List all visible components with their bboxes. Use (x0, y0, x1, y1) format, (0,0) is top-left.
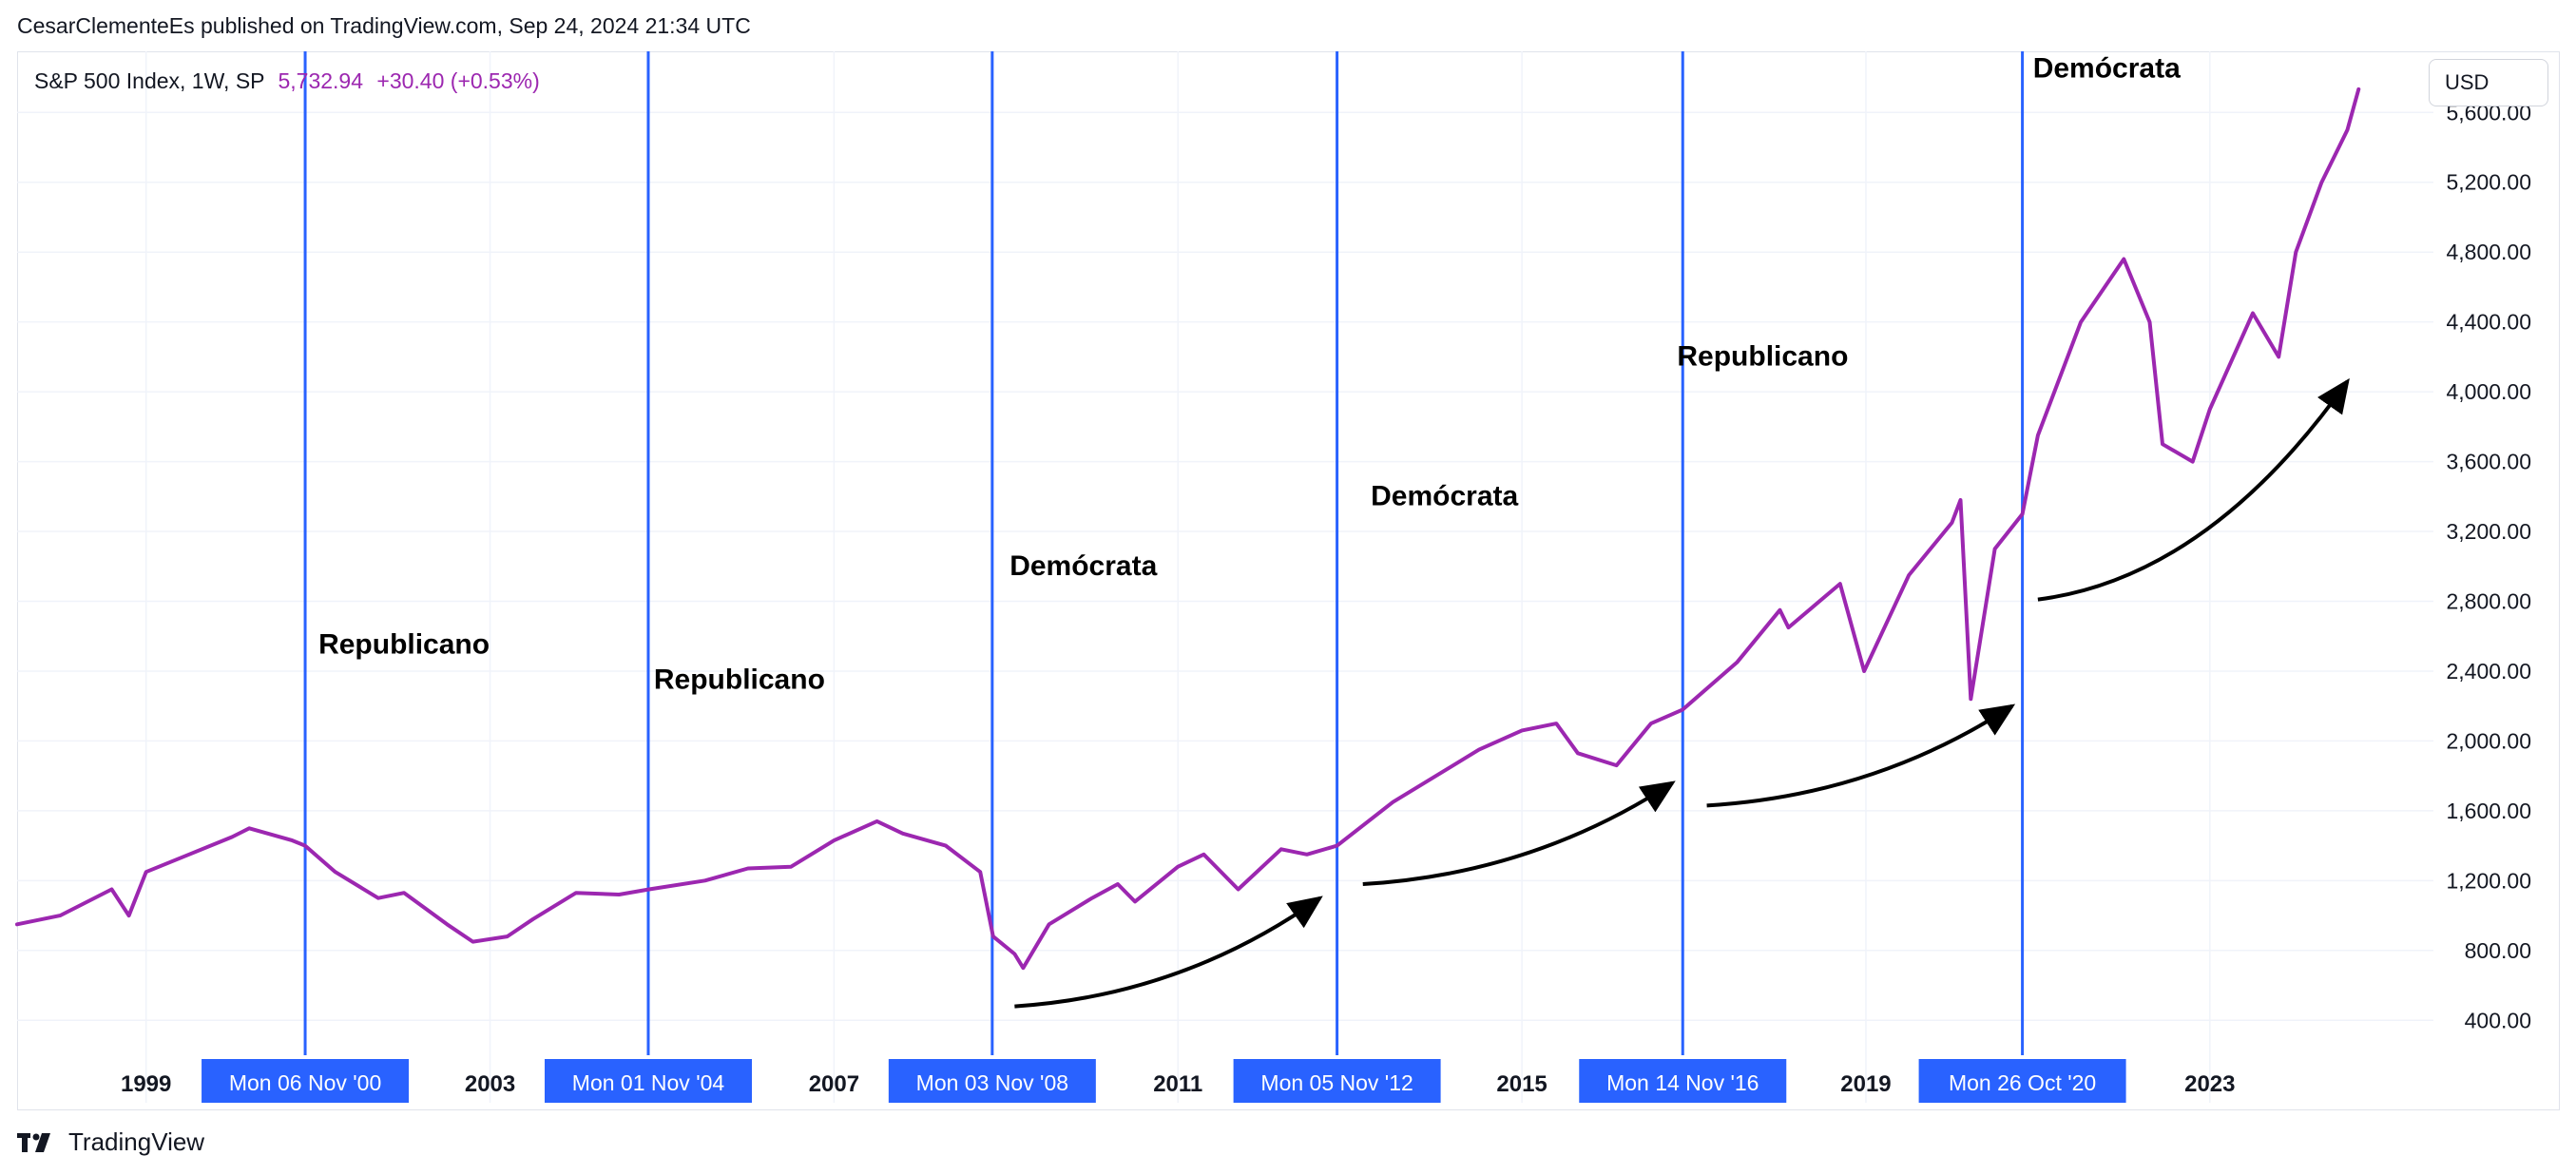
y-tick-label: 400.00 (2465, 1008, 2531, 1032)
chart-legend: S&P 500 Index, 1W, SP 5,732.94 +30.40 (+… (34, 68, 540, 94)
attribution-text: CesarClementeEs published on TradingView… (17, 13, 751, 38)
election-date-badge-bg (202, 1059, 410, 1103)
x-tick-label: 2015 (1496, 1071, 1547, 1097)
trend-arrow (2037, 377, 2350, 602)
tradingview-brand[interactable]: TradingView (17, 1127, 204, 1157)
series-line (15, 87, 2361, 971)
election-date-badge: Mon 14 Nov '16 (1579, 1059, 1787, 1103)
y-tick-label: 2,400.00 (2446, 659, 2531, 684)
x-tick-label: 2007 (809, 1071, 859, 1097)
y-tick-label: 1,200.00 (2446, 868, 2531, 893)
y-tick-label: 4,400.00 (2446, 310, 2531, 335)
x-tick-label: 1999 (121, 1071, 171, 1097)
x-tick-label: 2023 (2184, 1071, 2235, 1097)
election-date-label: Mon 03 Nov '08 (916, 1070, 1068, 1095)
x-tick-label: 2019 (1840, 1071, 1891, 1097)
election-date-label: Mon 14 Nov '16 (1606, 1070, 1759, 1095)
party-annotation: Demócrata (1009, 550, 1157, 582)
election-date-badge: Mon 06 Nov '00 (202, 1059, 410, 1103)
election-date-label: Mon 06 Nov '00 (229, 1070, 381, 1095)
tradingview-logo-icon (17, 1132, 50, 1152)
y-tick-label: 3,200.00 (2446, 519, 2531, 544)
trend-arrow (1362, 780, 1676, 887)
legend-change: +30.40 (+0.53%) (376, 68, 540, 93)
election-date-badge: Mon 05 Nov '12 (1233, 1059, 1441, 1103)
election-date-badge-bg (1233, 1059, 1441, 1103)
party-annotation: Demócrata (1371, 480, 1518, 511)
y-tick-label: 5,200.00 (2446, 170, 2531, 195)
y-tick-label: 800.00 (2465, 938, 2531, 963)
election-date-badge: Mon 03 Nov '08 (888, 1059, 1096, 1103)
trend-arrow (1706, 703, 2016, 808)
election-date-badge-bg (544, 1059, 752, 1103)
y-tick-label: 2,000.00 (2446, 728, 2531, 753)
election-date-label: Mon 01 Nov '04 (572, 1070, 725, 1095)
election-date-badge-bg (1579, 1059, 1787, 1103)
party-annotation: Republicano (1677, 341, 1848, 373)
election-date-badge: Mon 26 Oct '20 (1918, 1059, 2126, 1103)
party-annotation: Republicano (654, 664, 825, 695)
election-date-label: Mon 05 Nov '12 (1260, 1070, 1413, 1095)
y-tick-label: 2,800.00 (2446, 589, 2531, 614)
legend-symbol: S&P 500 Index, 1W, SP (34, 68, 265, 93)
election-date-badge: Mon 01 Nov '04 (544, 1059, 752, 1103)
y-tick-label: 4,000.00 (2446, 379, 2531, 404)
x-tick-label: 2011 (1153, 1071, 1202, 1097)
currency-label: USD (2445, 70, 2489, 94)
trend-arrow (1014, 896, 1323, 1009)
y-tick-label: 1,600.00 (2446, 799, 2531, 823)
party-annotation: Demócrata (2033, 53, 2181, 85)
y-tick-label: 3,600.00 (2446, 450, 2531, 474)
legend-price: 5,732.94 (278, 68, 364, 93)
currency-button[interactable]: USD (2429, 59, 2548, 106)
party-annotation: Republicano (318, 629, 490, 661)
x-tick-label: 2003 (465, 1071, 515, 1097)
y-tick-label: 4,800.00 (2446, 240, 2531, 264)
election-date-badge-bg (1918, 1059, 2126, 1103)
election-date-label: Mon 26 Oct '20 (1949, 1070, 2096, 1095)
brand-label: TradingView (68, 1127, 205, 1156)
chart-frame (17, 51, 2560, 1110)
election-date-badge-bg (888, 1059, 1096, 1103)
